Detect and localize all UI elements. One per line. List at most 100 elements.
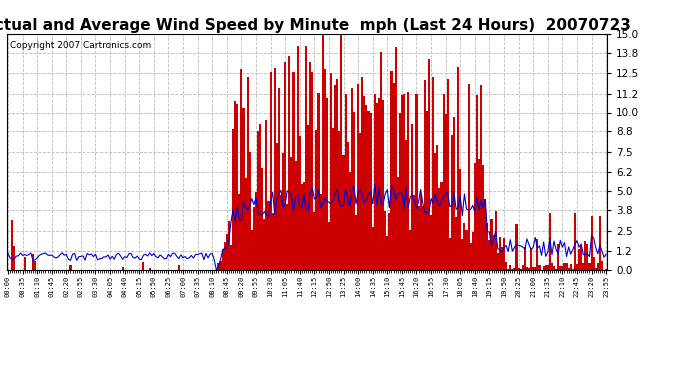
Bar (259, 124, 262, 270)
Bar (382, 100, 384, 270)
Bar (384, 211, 386, 270)
Bar (268, 201, 270, 270)
Bar (451, 135, 453, 270)
Bar (276, 142, 278, 270)
Bar (353, 111, 355, 270)
Bar (255, 192, 257, 270)
Bar (582, 262, 584, 270)
Bar (422, 206, 424, 270)
Bar (426, 111, 428, 270)
Bar (403, 94, 405, 270)
Bar (482, 165, 484, 270)
Title: Actual and Average Wind Speed by Minute  mph (Last 24 Hours)  20070723: Actual and Average Wind Speed by Minute … (0, 18, 631, 33)
Bar (238, 194, 240, 270)
Bar (466, 231, 468, 270)
Bar (601, 261, 603, 270)
Bar (305, 46, 307, 270)
Bar (442, 94, 444, 270)
Bar (457, 67, 460, 270)
Bar (574, 213, 576, 270)
Bar (524, 247, 526, 270)
Bar (357, 84, 359, 270)
Bar (562, 266, 564, 270)
Bar (509, 265, 511, 270)
Bar (262, 168, 264, 270)
Bar (399, 112, 401, 270)
Bar (266, 120, 268, 270)
Bar (342, 154, 344, 270)
Bar (378, 98, 380, 270)
Bar (244, 178, 246, 270)
Bar (319, 194, 322, 270)
Bar (219, 261, 221, 270)
Bar (549, 213, 551, 270)
Bar (370, 113, 372, 270)
Bar (386, 236, 388, 270)
Bar (240, 69, 242, 270)
Bar (566, 262, 568, 270)
Bar (478, 159, 480, 270)
Bar (322, 34, 324, 270)
Bar (362, 77, 364, 270)
Bar (497, 253, 499, 270)
Bar (576, 264, 578, 270)
Bar (23, 257, 26, 270)
Bar (236, 104, 238, 270)
Bar (440, 182, 442, 270)
Bar (474, 163, 476, 270)
Bar (558, 244, 560, 270)
Bar (121, 267, 124, 270)
Bar (522, 265, 524, 270)
Bar (346, 142, 348, 270)
Bar (595, 268, 597, 270)
Bar (311, 72, 313, 270)
Bar (503, 237, 505, 270)
Bar (295, 161, 297, 270)
Bar (528, 267, 530, 270)
Bar (570, 264, 572, 270)
Bar (513, 268, 515, 270)
Bar (226, 234, 228, 270)
Bar (438, 188, 440, 270)
Bar (515, 224, 518, 270)
Bar (413, 195, 415, 270)
Bar (407, 92, 409, 270)
Bar (32, 254, 34, 270)
Bar (366, 105, 368, 270)
Bar (553, 266, 555, 270)
Bar (420, 194, 422, 270)
Bar (532, 267, 534, 270)
Bar (232, 129, 234, 270)
Bar (334, 85, 336, 270)
Bar (336, 80, 338, 270)
Bar (340, 34, 342, 270)
Bar (315, 130, 317, 270)
Bar (313, 212, 315, 270)
Bar (560, 267, 562, 270)
Bar (250, 230, 253, 270)
Bar (284, 62, 286, 270)
Bar (307, 125, 309, 270)
Text: Copyright 2007 Cartronics.com: Copyright 2007 Cartronics.com (10, 41, 151, 50)
Bar (518, 268, 520, 270)
Bar (257, 131, 259, 270)
Bar (380, 52, 382, 270)
Bar (217, 263, 219, 270)
Bar (468, 84, 470, 270)
Bar (534, 267, 536, 270)
Bar (448, 238, 451, 270)
Bar (388, 213, 391, 270)
Bar (224, 242, 226, 270)
Bar (246, 77, 248, 270)
Bar (70, 265, 72, 270)
Bar (536, 239, 538, 270)
Bar (359, 133, 362, 270)
Bar (228, 220, 230, 270)
Bar (417, 206, 420, 270)
Bar (472, 232, 474, 270)
Bar (391, 71, 393, 270)
Bar (278, 88, 280, 270)
Bar (309, 63, 311, 270)
Bar (568, 268, 570, 270)
Bar (470, 243, 472, 270)
